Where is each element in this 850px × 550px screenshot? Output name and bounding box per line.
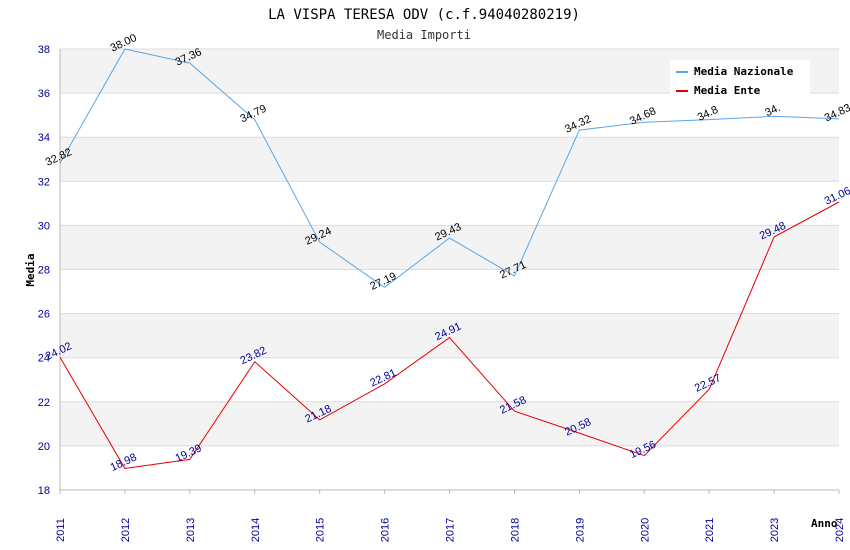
x-tick-label: 2016	[380, 518, 392, 542]
data-label: 34.	[763, 102, 782, 119]
y-tick-label: 28	[38, 265, 50, 277]
plot-band	[60, 137, 839, 182]
x-tick-label: 2019	[574, 518, 586, 542]
plot-band	[60, 269, 839, 314]
y-tick-label: 36	[38, 88, 50, 100]
legend-label-media-ente: Media Ente	[694, 84, 761, 97]
y-tick-labels: 18 20 22 24 26 28 30 32 34 36 38	[38, 44, 50, 497]
y-tick-label: 24	[38, 353, 50, 365]
y-tick-label: 26	[38, 309, 50, 321]
chart-title: LA VISPA TERESA ODV (c.f.94040280219)	[268, 7, 580, 23]
x-tick-label: 2023	[769, 518, 781, 542]
y-tick-label: 22	[38, 397, 50, 409]
plot-background-bands	[60, 49, 839, 490]
plot-band	[60, 225, 839, 270]
plot-band	[60, 313, 839, 358]
y-tick-label: 20	[38, 441, 50, 453]
y-tick-label: 34	[38, 132, 50, 144]
x-tick-label: 2024	[834, 518, 846, 542]
y-tick-label: 32	[38, 176, 50, 188]
x-tick-label: 2012	[120, 518, 132, 542]
x-tick-label: 2021	[704, 518, 716, 542]
y-tick-label: 38	[38, 44, 50, 56]
x-tick-label: 2011	[55, 518, 67, 542]
series-lines	[59, 48, 840, 469]
legend: Media Nazionale Media Ente	[670, 60, 810, 98]
plot-band	[60, 93, 839, 138]
series-line-media-ente	[59, 201, 840, 469]
x-tick-label: 2015	[315, 518, 327, 542]
legend-label-media-nazionale: Media Nazionale	[694, 65, 794, 78]
plot-band	[60, 445, 839, 490]
plot-band	[60, 401, 839, 446]
x-tick-label: 2020	[639, 518, 651, 542]
plot-band	[60, 181, 839, 226]
x-tick-label: 2014	[250, 518, 262, 542]
x-tick-label: 2013	[185, 518, 197, 542]
y-axis-label: Media	[24, 253, 37, 286]
x-axis-label: Anno	[811, 517, 838, 530]
series-line-media-nazionale	[59, 48, 840, 289]
y-tick-label: 18	[38, 485, 50, 497]
axes	[59, 49, 840, 494]
plot-band	[60, 357, 839, 402]
y-tick-label: 30	[38, 220, 50, 232]
x-tick-label: 2018	[509, 518, 521, 542]
x-tick-labels: 2011 2012 2013 2014 2015 2016 2017 2018 2019 2020…	[55, 518, 846, 542]
x-tick-label: 2017	[445, 518, 457, 542]
legend-box	[670, 60, 810, 98]
chart-subtitle: Media Importi	[377, 28, 471, 42]
